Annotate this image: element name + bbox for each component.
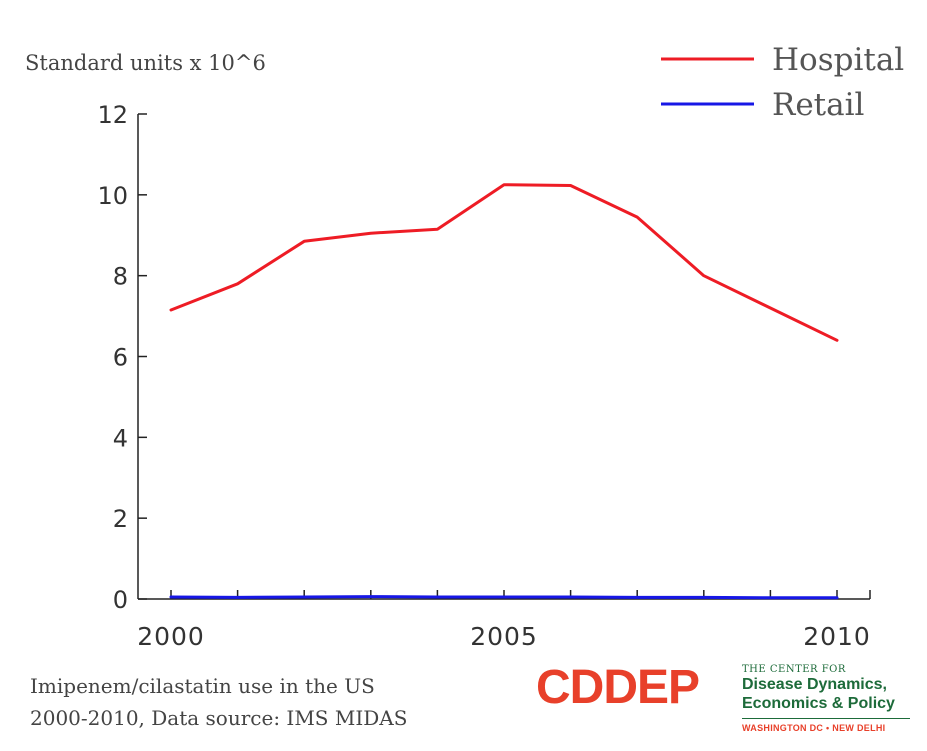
legend-label-retail: Retail — [772, 87, 864, 123]
y-axis-label: Standard units x 10^6 — [25, 51, 266, 75]
y-tick-label: 2 — [113, 505, 128, 533]
chart-caption: Imipenem/cilastatin use in the US 2000-2… — [30, 670, 407, 734]
series-line-hospital — [169, 183, 839, 342]
y-tick-label: 4 — [113, 424, 128, 452]
line-chart: Standard units x 10^6 0 2 4 6 8 10 12 2000 2005 2… — [25, 42, 904, 651]
legend: Hospital Retail — [661, 42, 904, 123]
logo-line-2: Economics & Policy — [742, 695, 895, 712]
y-tick-label: 10 — [97, 182, 128, 210]
logo-top-text: THE CENTER FOR — [742, 664, 846, 675]
x-tick-label: 2000 — [137, 622, 205, 651]
x-tick-label: 2005 — [470, 622, 538, 651]
logo-divider — [742, 718, 910, 719]
y-tick-label: 6 — [113, 344, 128, 372]
caption-line-1: Imipenem/cilastatin use in the US — [30, 674, 375, 698]
logo-bottom-text: WASHINGTON DC • NEW DELHI — [742, 723, 886, 733]
y-tick-label: 8 — [113, 263, 128, 291]
axes — [137, 114, 870, 600]
legend-label-hospital: Hospital — [772, 42, 904, 78]
ticks: 0 2 4 6 8 10 12 2000 2005 2010 — [97, 101, 871, 651]
logo-mark: CDDEP — [536, 661, 700, 714]
y-tick-label: 12 — [97, 101, 128, 129]
caption-line-2: 2000-2010, Data source: IMS MIDAS — [30, 706, 408, 730]
series-lines — [169, 183, 839, 600]
cddep-logo: CDDEP THE CENTER FOR Disease Dynamics, E… — [536, 662, 916, 742]
x-tick-label: 2010 — [803, 622, 871, 651]
y-tick-label: 0 — [113, 586, 128, 614]
logo-line-1: Disease Dynamics, — [742, 676, 887, 693]
series-line-retail — [169, 595, 839, 600]
